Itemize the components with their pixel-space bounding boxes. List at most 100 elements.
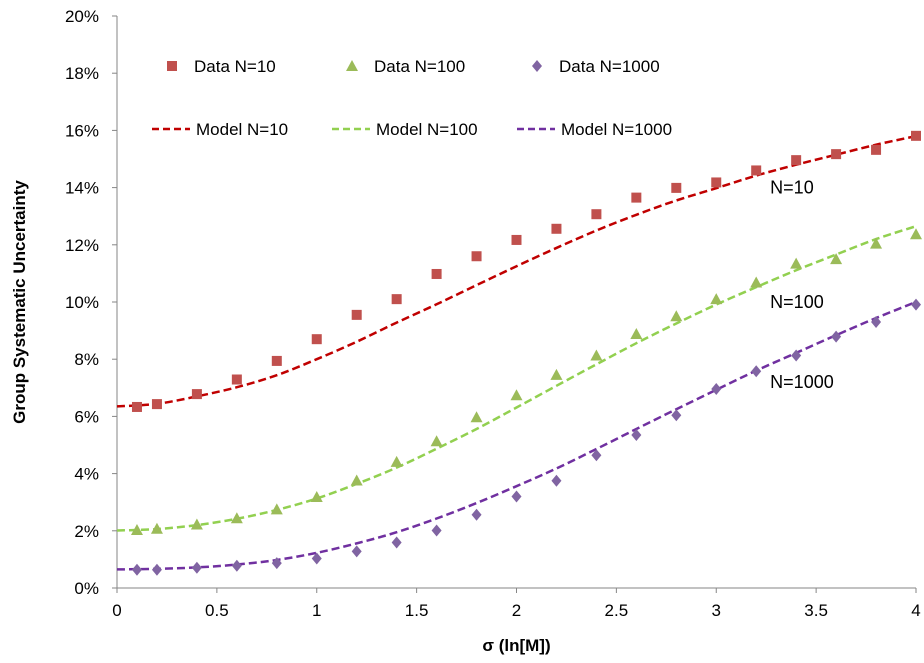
data-point-n1000 [631,428,642,441]
legend-label: Model N=10 [196,120,288,139]
data-point-n1000 [131,563,142,576]
curve-label: N=1000 [770,372,834,392]
data-point-n1000 [831,330,842,343]
x-tick-label: 1 [312,601,321,620]
data-point-n100 [830,253,843,265]
legend-label: Data N=10 [194,57,276,76]
data-point-n1000 [511,490,522,503]
data-markers [130,130,922,576]
x-tick-label: 4 [911,601,920,620]
data-point-n1000 [791,349,802,362]
curve-label: N=10 [770,178,814,198]
data-point-n10 [191,389,202,400]
data-point-n100 [310,491,323,503]
data-point-n10 [431,268,442,279]
x-tick-label: 2 [512,601,521,620]
x-axis-title: σ (ln[M]) [482,636,550,655]
data-point-n100 [150,522,163,534]
data-point-n100 [270,503,283,515]
data-point-n100 [870,237,883,249]
x-tick-label: 0 [112,601,121,620]
data-point-n100 [550,368,563,380]
data-point-n1000 [671,409,682,422]
y-tick-label: 14% [65,179,99,198]
data-point-n10 [631,192,642,203]
data-point-n100 [510,389,523,401]
data-point-n10 [591,209,602,220]
y-tick-label: 12% [65,236,99,255]
x-tick-label: 2.5 [605,601,629,620]
x-tick-label: 3.5 [804,601,828,620]
data-point-n1000 [351,545,362,558]
data-point-n1000 [391,536,402,549]
model-line-model_n10 [116,134,917,408]
data-point-n10 [311,334,322,345]
legend-label: Model N=100 [376,120,478,139]
data-point-n1000 [551,474,562,487]
data-point-n100 [750,276,763,288]
model-lines [116,134,917,571]
data-point-n1000 [191,561,202,574]
data-point-n10 [471,251,482,262]
data-point-n100 [390,455,403,467]
x-axis-ticks: 0 0.5 1 1.5 2 2.5 3 3.5 4 [112,588,921,620]
data-point-n100 [430,435,443,447]
data-point-n10 [131,401,142,412]
data-point-n100 [470,411,483,423]
y-tick-label: 16% [65,121,99,140]
data-point-n10 [871,144,882,155]
data-point-n10 [711,177,722,188]
data-point-n100 [790,257,803,269]
legend: Data N=10 Data N=100 Data N=1000 Model N=10… [152,57,672,139]
data-point-n10 [911,130,921,141]
x-tick-label: 0.5 [205,601,229,620]
legend-label: Data N=100 [374,57,465,76]
data-point-n10 [671,182,682,193]
data-point-n100 [130,523,143,535]
y-tick-label: 10% [65,293,99,312]
curve-label: N=100 [770,292,824,312]
data-point-n1000 [231,559,242,572]
legend-marker [167,61,177,71]
model-line-model_n1000 [116,300,917,571]
data-point-n10 [351,309,362,320]
y-tick-label: 4% [74,465,99,484]
curve-annotations: N=10 N=100 N=1000 [770,178,834,392]
data-point-n10 [391,294,402,305]
legend-label: Data N=1000 [559,57,660,76]
data-point-n1000 [151,563,162,576]
data-point-n100 [190,518,203,530]
data-point-n100 [350,474,363,486]
y-tick-label: 6% [74,407,99,426]
data-point-n10 [791,155,802,166]
y-axis-ticks: 0% 2% 4% 6% 8% 10% 12% 14% 16% 18% 20% [65,7,117,598]
y-axis-title: Group Systematic Uncertainty [10,180,29,424]
data-point-n1000 [871,316,882,329]
model-line-model_n100 [116,225,917,532]
data-point-n10 [231,374,242,385]
data-point-n1000 [471,508,482,521]
y-tick-label: 20% [65,7,99,26]
data-point-n10 [831,149,842,160]
data-point-n100 [670,310,683,322]
data-point-n10 [551,223,562,234]
data-point-n10 [751,165,762,176]
legend-label: Model N=1000 [561,120,672,139]
y-tick-label: 2% [74,522,99,541]
data-point-n1000 [911,298,921,311]
legend-marker [346,60,358,71]
data-point-n1000 [431,524,442,537]
data-point-n1000 [711,382,722,395]
data-point-n1000 [591,449,602,462]
y-tick-label: 18% [65,64,99,83]
data-point-n10 [271,355,282,366]
data-point-n1000 [751,365,762,378]
data-point-n1000 [311,552,322,565]
data-point-n1000 [271,557,282,570]
legend-marker [532,60,542,72]
y-tick-label: 8% [74,350,99,369]
data-point-n100 [910,228,922,240]
data-point-n10 [511,234,522,245]
x-tick-label: 3 [712,601,721,620]
data-point-n100 [590,349,603,361]
